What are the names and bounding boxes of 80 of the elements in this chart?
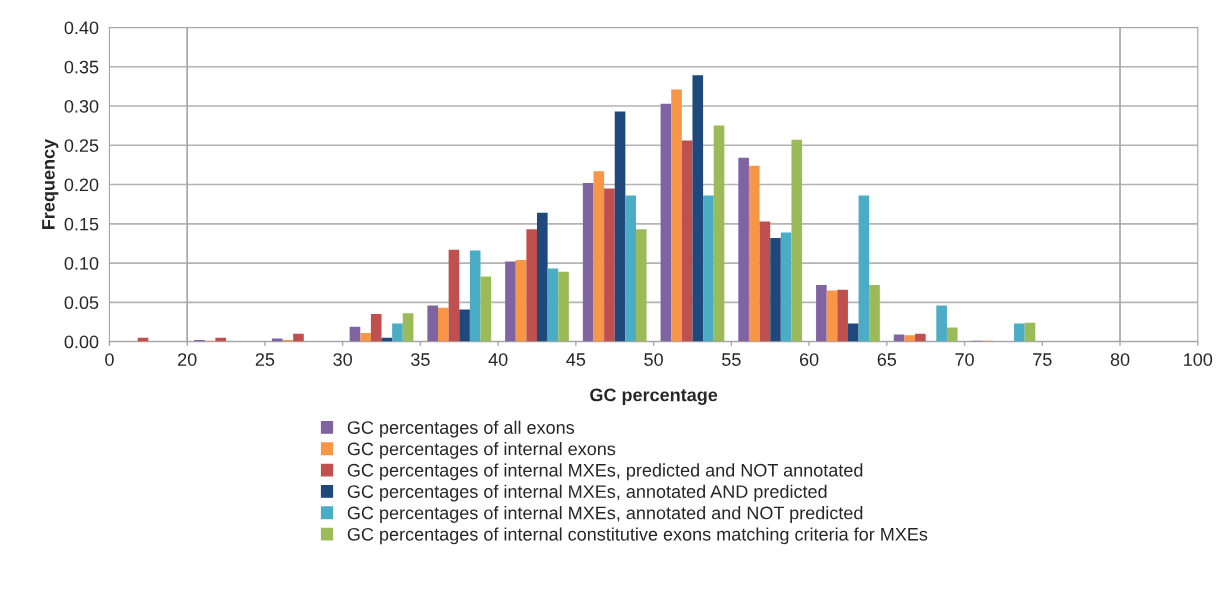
y-tick-label: 0.40 bbox=[64, 21, 99, 35]
bar bbox=[904, 335, 916, 342]
bar bbox=[858, 195, 870, 342]
text: 50 bbox=[644, 353, 663, 366]
bar bbox=[604, 188, 615, 342]
x-axis-title: GC percentage bbox=[590, 388, 718, 405]
bar bbox=[847, 323, 859, 342]
bar bbox=[946, 327, 958, 342]
bar bbox=[936, 305, 947, 342]
bar bbox=[770, 237, 781, 342]
bar bbox=[448, 249, 460, 342]
bar bbox=[582, 182, 594, 342]
bar bbox=[791, 139, 803, 342]
bar bbox=[780, 232, 792, 342]
bar bbox=[826, 290, 838, 342]
legend-label: GC percentages of all exons bbox=[347, 420, 575, 438]
bar bbox=[515, 259, 527, 342]
bar bbox=[536, 212, 548, 342]
bar bbox=[1024, 322, 1036, 342]
y-tick-label: 0.00 bbox=[64, 335, 99, 349]
text: 45 bbox=[566, 353, 586, 366]
bar bbox=[593, 171, 605, 342]
legend-label: GC percentages of internal MXEs, predicted and NOT annotated bbox=[347, 463, 863, 481]
bar bbox=[427, 305, 439, 342]
text: 75 bbox=[1033, 353, 1052, 366]
text: 100 bbox=[1184, 353, 1213, 366]
bar bbox=[1014, 323, 1025, 342]
y-tick-label: 0.10 bbox=[64, 257, 99, 270]
text: 35 bbox=[411, 353, 430, 366]
bar bbox=[370, 314, 382, 342]
y-tick-label: 0.20 bbox=[64, 178, 99, 192]
y-tick-label: 0.15 bbox=[64, 217, 99, 231]
legend-label: GC percentages of internal MXEs, annotated and NOT predicted bbox=[347, 506, 863, 523]
text: 40 bbox=[488, 353, 508, 366]
bar bbox=[271, 338, 283, 342]
bar bbox=[703, 195, 714, 342]
text: 0 bbox=[105, 353, 114, 366]
y-axis-title: Frequency bbox=[42, 138, 59, 229]
bar bbox=[660, 103, 672, 342]
y-tick-label: 0.35 bbox=[64, 60, 99, 74]
bar bbox=[713, 125, 725, 342]
bar bbox=[547, 268, 559, 342]
bar bbox=[738, 157, 749, 342]
text: 80 bbox=[1110, 353, 1130, 366]
bar bbox=[635, 229, 647, 342]
bar bbox=[837, 289, 848, 342]
bar bbox=[505, 261, 516, 342]
bar bbox=[293, 333, 304, 342]
bar bbox=[392, 323, 403, 342]
bar bbox=[469, 250, 481, 342]
text: 55 bbox=[722, 353, 741, 366]
y-tick-label: 0.30 bbox=[64, 99, 99, 113]
text: 30 bbox=[333, 353, 352, 366]
y-tick-label: 0.05 bbox=[64, 296, 99, 310]
bar bbox=[692, 75, 704, 342]
legend-label: GC percentages of internal exons bbox=[347, 442, 616, 459]
bar bbox=[671, 89, 682, 342]
bar bbox=[402, 313, 414, 342]
legend-label: GC percentages of internal constitutive exons matching criteria for MXEs bbox=[347, 527, 928, 545]
bar bbox=[480, 276, 492, 342]
legend-label: GC percentages of internal MXEs, annotated AND predicted bbox=[347, 484, 827, 502]
text: 65 bbox=[877, 353, 897, 366]
bar bbox=[759, 221, 771, 342]
text: 25 bbox=[255, 353, 275, 366]
bar bbox=[438, 307, 449, 342]
bar bbox=[558, 271, 569, 342]
bar bbox=[625, 195, 636, 342]
bar bbox=[748, 165, 760, 342]
bar bbox=[915, 333, 926, 342]
bar bbox=[816, 285, 827, 342]
text: 20 bbox=[178, 353, 197, 366]
bar bbox=[681, 140, 693, 342]
text: 70 bbox=[955, 353, 974, 366]
bar bbox=[360, 332, 371, 342]
y-tick-label: 0.25 bbox=[64, 139, 99, 152]
bar bbox=[459, 309, 470, 342]
bar bbox=[614, 111, 626, 342]
text: 60 bbox=[799, 353, 819, 366]
bar bbox=[869, 285, 880, 342]
bar bbox=[526, 229, 537, 342]
